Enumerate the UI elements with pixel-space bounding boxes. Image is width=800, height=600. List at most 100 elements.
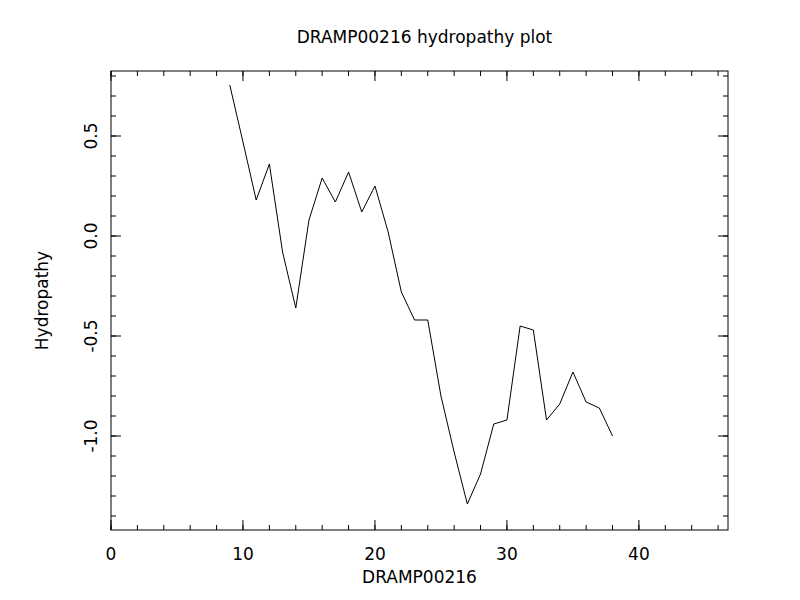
y-minor-tick-right — [723, 356, 728, 357]
y-minor-tick — [111, 236, 116, 237]
x-minor-tick-top — [216, 71, 217, 76]
x-tick — [374, 520, 375, 530]
x-minor-tick-top — [401, 71, 402, 76]
x-minor-tick — [586, 525, 587, 530]
x-minor-tick — [295, 525, 296, 530]
x-minor-tick — [374, 525, 375, 530]
x-minor-tick — [691, 525, 692, 530]
y-minor-tick-right — [723, 316, 728, 317]
y-minor-tick — [111, 296, 116, 297]
y-minor-tick-right — [723, 416, 728, 417]
y-minor-tick — [111, 336, 116, 337]
x-minor-tick-top — [718, 71, 719, 76]
x-minor-tick — [401, 525, 402, 530]
y-minor-tick-right — [723, 516, 728, 517]
y-tick-right — [718, 136, 728, 137]
y-minor-tick-right — [723, 476, 728, 477]
y-minor-tick-right — [723, 496, 728, 497]
x-minor-tick — [163, 525, 164, 530]
y-minor-tick — [111, 216, 116, 217]
x-minor-tick — [216, 525, 217, 530]
x-minor-tick-top — [691, 71, 692, 76]
y-tick-right — [718, 336, 728, 337]
y-minor-tick-right — [723, 436, 728, 437]
y-tick — [111, 136, 121, 137]
y-minor-tick — [111, 76, 116, 77]
y-axis-label: Hydropathy — [32, 251, 52, 350]
y-minor-tick — [111, 396, 116, 397]
x-tick — [111, 520, 112, 530]
y-minor-tick-right — [723, 296, 728, 297]
ticks — [111, 71, 728, 530]
y-minor-tick-right — [723, 376, 728, 377]
y-minor-tick — [111, 376, 116, 377]
y-tick-label: -1.0 — [81, 419, 101, 452]
x-minor-tick-top — [533, 71, 534, 76]
x-minor-tick — [638, 525, 639, 530]
x-minor-tick — [533, 525, 534, 530]
y-minor-tick-right — [723, 456, 728, 457]
hydropathy-line — [230, 85, 613, 504]
y-minor-tick — [111, 456, 116, 457]
x-tick — [638, 520, 639, 530]
y-minor-tick — [111, 516, 116, 517]
y-minor-tick — [111, 176, 116, 177]
x-minor-tick-top — [137, 71, 138, 76]
x-tick — [506, 520, 507, 530]
y-minor-tick-right — [723, 336, 728, 337]
y-minor-tick — [111, 356, 116, 357]
y-tick-label: -0.5 — [81, 319, 101, 352]
x-tick-top — [638, 71, 639, 81]
y-minor-tick — [111, 436, 116, 437]
y-minor-tick — [111, 116, 116, 117]
y-minor-tick-right — [723, 216, 728, 217]
y-minor-tick-right — [723, 96, 728, 97]
x-minor-tick — [190, 525, 191, 530]
x-minor-tick — [427, 525, 428, 530]
y-tick-label: 0.0 — [81, 222, 101, 249]
x-minor-tick-top — [111, 71, 112, 76]
x-tick — [242, 520, 243, 530]
x-minor-tick — [454, 525, 455, 530]
title: DRAMP00216 hydropathy plot — [297, 27, 553, 47]
x-minor-tick-top — [506, 71, 507, 76]
y-minor-tick-right — [723, 136, 728, 137]
y-minor-tick — [111, 416, 116, 417]
x-minor-tick — [612, 525, 613, 530]
y-tick — [111, 236, 121, 237]
y-minor-tick-right — [723, 116, 728, 117]
y-minor-tick — [111, 136, 116, 137]
x-minor-tick-top — [163, 71, 164, 76]
x-minor-tick-top — [427, 71, 428, 76]
y-minor-tick — [111, 156, 116, 157]
x-minor-tick-top — [295, 71, 296, 76]
x-minor-tick — [559, 525, 560, 530]
x-tick-label: 30 — [496, 544, 518, 564]
y-minor-tick-right — [723, 196, 728, 197]
x-tick-label: 0 — [106, 544, 117, 564]
x-tick-label: 40 — [628, 544, 650, 564]
y-tick — [111, 336, 121, 337]
x-tick-label: 10 — [232, 544, 254, 564]
y-minor-tick — [111, 96, 116, 97]
x-minor-tick — [480, 525, 481, 530]
x-minor-tick — [665, 525, 666, 530]
y-minor-tick — [111, 196, 116, 197]
y-tick-right — [718, 236, 728, 237]
y-minor-tick — [111, 316, 116, 317]
y-minor-tick-right — [723, 276, 728, 277]
y-minor-tick-right — [723, 76, 728, 77]
x-minor-tick-top — [322, 71, 323, 76]
x-minor-tick-top — [638, 71, 639, 76]
x-tick-top — [374, 71, 375, 81]
chart: 010203040-1.0-0.50.00.5DRAMP00216 hydrop… — [0, 0, 800, 600]
y-minor-tick-right — [723, 396, 728, 397]
y-minor-tick — [111, 276, 116, 277]
x-minor-tick — [506, 525, 507, 530]
x-minor-tick-top — [242, 71, 243, 76]
x-minor-tick — [322, 525, 323, 530]
y-minor-tick — [111, 256, 116, 257]
x-minor-tick-top — [348, 71, 349, 76]
plot-area — [230, 85, 613, 504]
y-minor-tick-right — [723, 156, 728, 157]
